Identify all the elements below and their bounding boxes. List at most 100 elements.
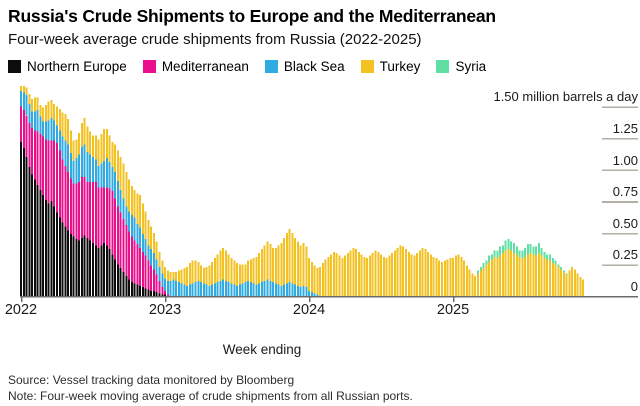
bar-segment [114,259,117,296]
bar-segment [39,105,42,117]
bar-segment [108,249,111,296]
bar-segment [111,167,114,192]
bar-segment [47,140,50,204]
bar-segment [183,268,186,285]
bar-segment [280,242,283,286]
bar-segment [164,266,167,279]
bar-segment [512,242,515,254]
bar-segment [454,255,457,296]
bar-segment [230,258,233,284]
bar-segment [227,282,230,296]
bar-segment [36,97,39,111]
bar-segment [501,245,504,254]
bar-segment [216,282,219,296]
bar-segment [330,254,333,296]
bar-segment [28,122,31,168]
bar-segment [130,282,133,296]
bar-segment [130,236,133,283]
bar-segment [183,284,186,296]
bar-segment [152,290,155,296]
bar-segment [302,285,305,296]
bar-segment [291,232,294,284]
bar-segment [152,269,155,291]
bar-segment [97,247,100,296]
bar-segment [158,266,161,281]
bar-segment [47,120,50,141]
bar-segment [25,156,28,296]
bar-segment [122,271,125,296]
bar-segment [512,253,515,296]
bar-segment [100,163,103,188]
bar-segment [258,253,261,284]
bar-segment [266,279,269,296]
bar-segment [36,184,39,296]
bar-segment [78,182,81,241]
bar-segment [227,254,230,283]
bar-segment [69,178,72,235]
bar-segment [305,246,308,288]
bar-segment [83,177,86,236]
y-gridline-tick [602,264,638,266]
bar-segment [86,182,89,238]
bar-segment [571,266,574,296]
bar-segment [327,256,330,296]
bar-segment [130,186,133,216]
bar-segment [56,212,58,296]
bar-segment [283,237,286,285]
chart-subtitle: Four-week average crude shipments from R… [8,31,422,48]
bar-segment [424,249,427,296]
bar-segment [125,225,128,276]
bar-segment [465,265,468,296]
bar-segment [396,247,399,296]
x-axis-tick [453,296,455,302]
bar-segment [490,254,493,260]
bar-segment [47,203,50,296]
bar-segment [543,258,546,296]
bar-segment [474,275,477,296]
bar-segment [78,154,81,183]
bar-segment [255,284,258,296]
bar-segment [94,182,97,246]
legend-label: Northern Europe [27,59,127,74]
bar-segment [407,251,410,296]
source-line: Source: Vessel tracking data monitored b… [8,373,295,387]
bar-segment [346,253,349,296]
bar-segment [382,256,385,296]
bar-segment [161,294,164,296]
bar-segment [114,172,117,199]
y-tick-label: 1.50 million barrels a day [493,89,638,105]
x-axis-tick [21,296,23,302]
bar-segment [482,268,485,296]
bar-segment [80,122,83,147]
bar-segment [476,270,479,274]
bar-segment [92,182,95,243]
x-axis-line [20,296,638,298]
bar-segment [554,264,557,296]
bar-segment [197,261,200,281]
bar-segment [61,112,64,137]
bar-segment [50,117,53,141]
bar-segment [64,113,67,141]
bar-segment [108,162,111,189]
x-tick-label-2023: 2023 [148,302,182,318]
x-axis-tick [309,296,311,302]
bar-segment [551,258,554,264]
bar-segment [58,150,61,218]
bar-segment [269,280,272,296]
bar-segment [103,187,106,243]
bar-segment [80,237,83,296]
bar-segment [58,108,61,131]
y-tick-label: 1.25 [612,121,638,136]
bar-segment [172,279,175,296]
bar-segment [133,217,136,241]
bar-segment [139,247,142,286]
bar-segment [349,250,352,296]
bar-segment [80,177,83,238]
bar-segment [20,86,22,92]
bar-segment [72,183,75,237]
bar-segment [224,250,227,281]
bar-segment [493,250,496,257]
bar-segment [565,274,568,296]
bar-segment [39,116,42,135]
bar-segment [42,121,45,137]
